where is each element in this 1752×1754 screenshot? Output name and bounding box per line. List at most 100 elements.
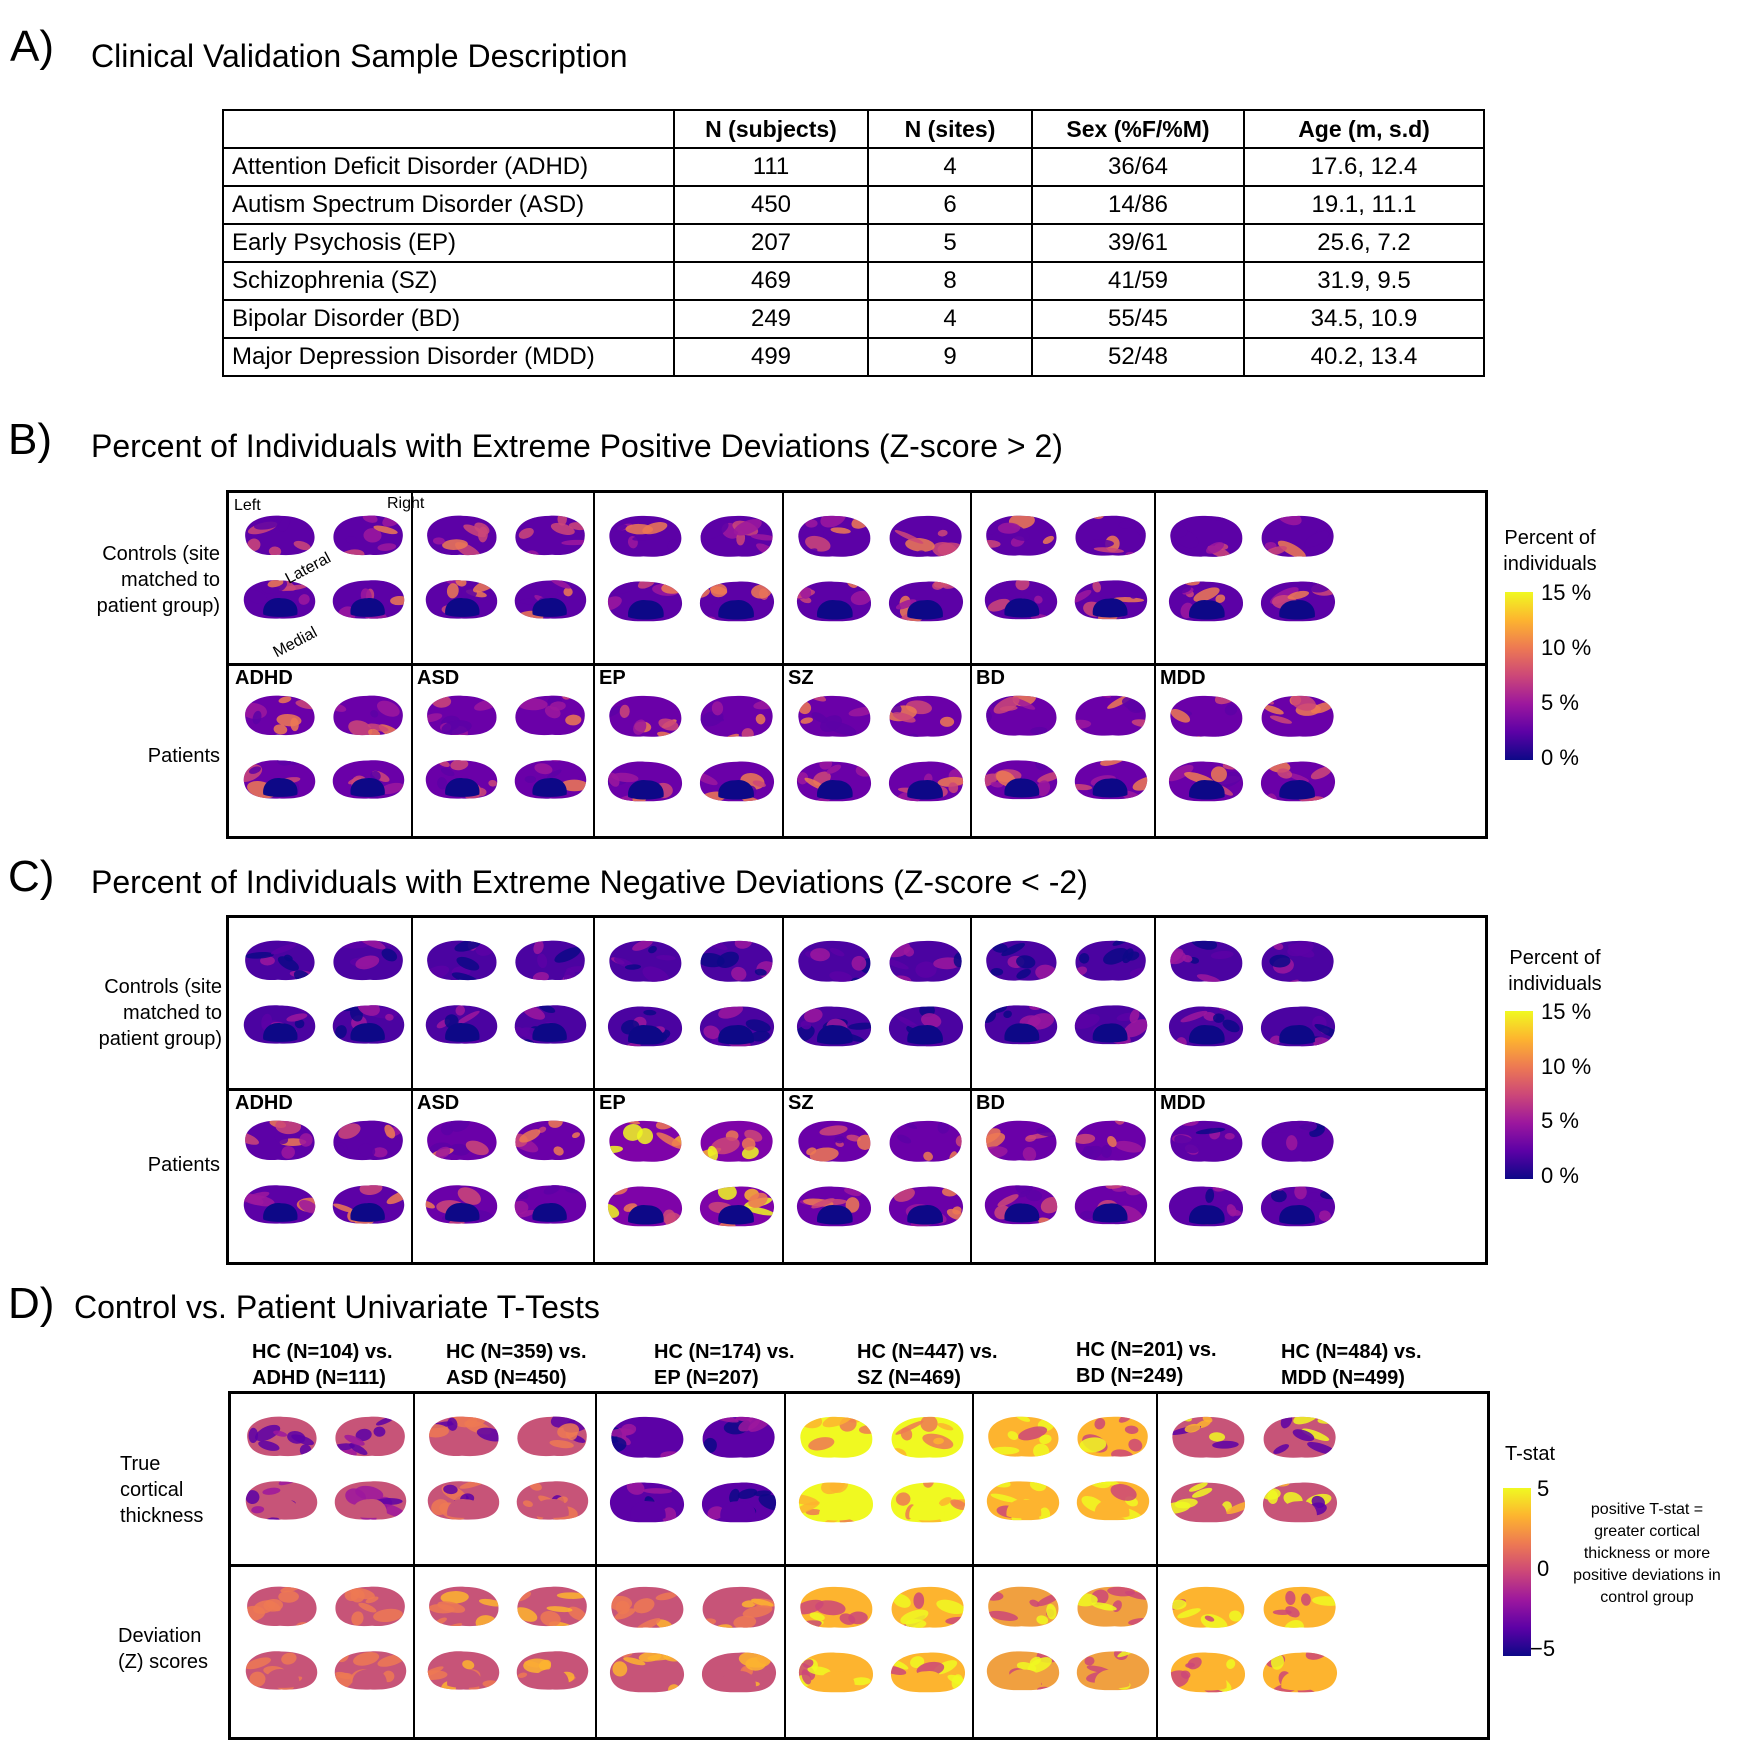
brain-surface-icon: [429, 1586, 499, 1627]
panel-d-column-header: HC (N=104) vs. ADHD (N=111): [252, 1339, 393, 1391]
brain-surface-icon: [1261, 940, 1334, 982]
brain-surface-icon: [988, 1586, 1059, 1627]
brain-surface-icon: [1260, 1006, 1336, 1047]
brain-surface-icon: [427, 1650, 500, 1690]
brain-surface-icon: [427, 515, 497, 556]
table-cell: 9: [867, 337, 1033, 377]
brain-surface-icon: [245, 695, 315, 736]
header-line: MDD (N=499): [1281, 1367, 1405, 1389]
brain-surface-icon: [1261, 1120, 1334, 1162]
brain-surface-icon: [796, 581, 872, 622]
panel-b-colorbar-title: Percent of individuals: [1503, 527, 1597, 575]
brain-surface-icon: [609, 940, 682, 982]
brain-surface-icon: [1260, 581, 1336, 622]
brain-surface-icon: [609, 1120, 682, 1162]
table-cell: 14/86: [1031, 185, 1245, 225]
table-cell: Schizophrenia (SZ): [222, 261, 675, 301]
panel-d-column-header: HC (N=201) vs. BD (N=249): [1076, 1337, 1217, 1389]
brain-surface-icon: [607, 581, 683, 622]
group-label: ADHD: [235, 667, 293, 689]
panel-d-colorbar-tick: 0: [1537, 1556, 1550, 1581]
brain-surface-icon: [796, 1186, 872, 1227]
panel-d-brain-grid: [228, 1391, 1490, 1740]
brain-surface-icon: [700, 1120, 773, 1162]
brain-surface-icon: [1075, 695, 1146, 736]
brain-surface-icon: [609, 1652, 685, 1693]
brain-surface-icon: [333, 515, 403, 556]
panel-d-deviation-label: Deviation (Z) scores: [118, 1625, 208, 1673]
brain-surface-icon: [609, 515, 682, 557]
table-cell: 249: [673, 299, 869, 339]
table-cell: 4: [867, 147, 1033, 187]
panel-c-patients-label: Patients: [147, 1154, 220, 1176]
panel-b-colorbar-tick: 10 %: [1541, 635, 1592, 660]
brain-surface-icon: [333, 1120, 403, 1161]
brain-surface-icon: [611, 1586, 684, 1628]
brain-surface-icon: [1168, 1186, 1244, 1227]
table-cell: 5: [867, 223, 1033, 263]
table-cell: 19.1, 11.1: [1243, 185, 1485, 225]
group-label: ASD: [417, 1092, 460, 1114]
brain-surface-icon: [334, 1650, 407, 1690]
brain-surface-icon: [427, 1120, 497, 1161]
brain-surface-icon: [515, 940, 585, 981]
brain-surface-icon: [332, 759, 405, 799]
panel-a-letter: A): [10, 22, 54, 71]
panel-c-colorbar: [1505, 1011, 1533, 1179]
brain-surface-icon: [1170, 515, 1243, 557]
grid-divider: [229, 1088, 1485, 1091]
panel-b-colorbar-tick: 0 %: [1541, 745, 1579, 770]
brain-surface-icon: [702, 1586, 775, 1628]
brain-surface-icon: [702, 1416, 775, 1458]
brain-surface-icon: [1260, 1186, 1336, 1227]
table-cell: 31.9, 9.5: [1243, 261, 1485, 301]
brain-surface-icon: [607, 1006, 683, 1047]
panel-a-title: Clinical Validation Sample Description: [91, 38, 628, 74]
table-cell: 8: [867, 261, 1033, 301]
brain-surface-icon: [514, 759, 587, 799]
panel-d-column-header: HC (N=484) vs. MDD (N=499): [1281, 1339, 1422, 1391]
header-line: HC (N=201) vs.: [1076, 1339, 1217, 1361]
brain-surface-icon: [1170, 1482, 1246, 1523]
panel-c-controls-label: Controls (site matched to patient group): [98, 976, 222, 1050]
header-line: HC (N=104) vs.: [252, 1341, 393, 1363]
brain-surface-icon: [1168, 1006, 1244, 1047]
brain-surface-icon: [890, 1652, 966, 1693]
brain-surface-icon: [515, 1120, 585, 1161]
table-header: N (subjects): [673, 109, 869, 149]
table-row: Autism Spectrum Disorder (ASD) 450 6 14/…: [222, 185, 1485, 225]
brain-surface-icon: [607, 1186, 683, 1227]
brain-surface-icon: [609, 1482, 685, 1523]
brain-surface-icon: [243, 759, 316, 799]
brain-surface-icon: [984, 1185, 1058, 1225]
header-line: ADHD (N=111): [252, 1367, 386, 1389]
brain-surface-icon: [891, 1586, 964, 1628]
brain-surface-icon: [800, 1586, 873, 1628]
brain-surface-icon: [986, 940, 1057, 981]
brain-surface-icon: [798, 1652, 874, 1693]
brain-surface-icon: [1075, 940, 1146, 981]
orientation-right-label: Right: [387, 495, 425, 512]
brain-surface-icon: [243, 1184, 316, 1224]
brain-surface-icon: [888, 761, 964, 802]
brain-surface-icon: [427, 1480, 500, 1520]
group-label: MDD: [1160, 667, 1206, 689]
brain-surface-icon: [1263, 1586, 1336, 1628]
table-row: Bipolar Disorder (BD) 249 4 55/45 34.5, …: [222, 299, 1485, 339]
brain-surface-icon: [699, 761, 775, 802]
brain-surface-icon: [1168, 761, 1244, 802]
group-label: BD: [976, 667, 1005, 689]
brain-surface-icon: [798, 1482, 874, 1523]
brain-surface-icon: [332, 1004, 405, 1044]
group-label: SZ: [788, 667, 814, 689]
brain-surface-icon: [1077, 1586, 1148, 1627]
header-line: ASD (N=450): [446, 1367, 567, 1389]
panel-d-thickness-label: True cortical thickness: [120, 1453, 204, 1527]
brain-surface-icon: [1172, 1416, 1245, 1458]
brain-surface-icon: [247, 1586, 317, 1627]
brain-surface-icon: [333, 940, 403, 981]
brain-surface-icon: [243, 1004, 316, 1044]
panel-b-controls-label: Controls (site matched to patient group): [96, 543, 220, 617]
header-line: HC (N=447) vs.: [857, 1341, 998, 1363]
brain-surface-icon: [335, 1416, 405, 1457]
